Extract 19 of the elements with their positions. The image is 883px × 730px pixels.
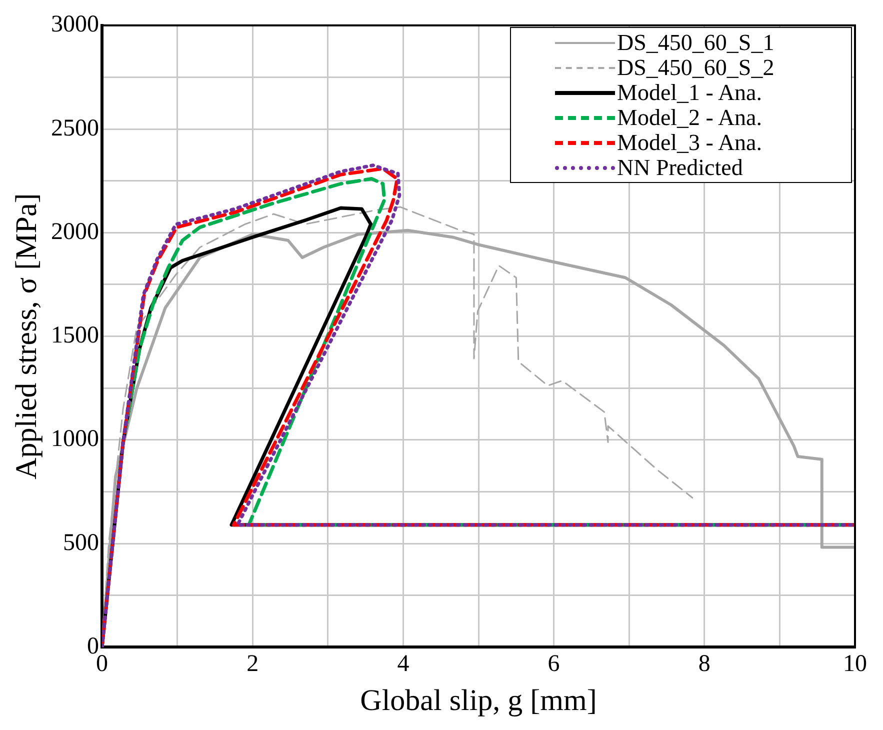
y-tick-label: 1000	[51, 426, 99, 452]
legend-label: NN Predicted	[617, 155, 743, 180]
x-tick-label: 4	[397, 650, 410, 677]
legend-label: DS_450_60_S_2	[617, 55, 774, 80]
y-tick-label: 2500	[51, 115, 99, 142]
y-tick-label: 500	[63, 530, 99, 556]
y-tick-label: 2000	[51, 218, 99, 245]
x-tick-label: 6	[548, 650, 560, 677]
x-tick-label: 2	[246, 650, 259, 677]
y-tick-label: 1500	[51, 322, 99, 349]
y-axis-title: Applied stress, σ [MPa]	[10, 193, 43, 480]
legend-label: Model_1 - Ana.	[617, 80, 762, 106]
legend-label: Model_3 - Ana.	[617, 130, 762, 156]
legend-label: DS_450_60_S_1	[617, 30, 774, 56]
legend-label: Model_2 - Ana.	[617, 105, 762, 130]
x-tick-label: 8	[698, 650, 710, 677]
y-tick-label: 3000	[51, 12, 99, 38]
x-tick-label: 10	[843, 650, 867, 677]
x-axis-title: Global slip, g [mm]	[360, 684, 597, 717]
